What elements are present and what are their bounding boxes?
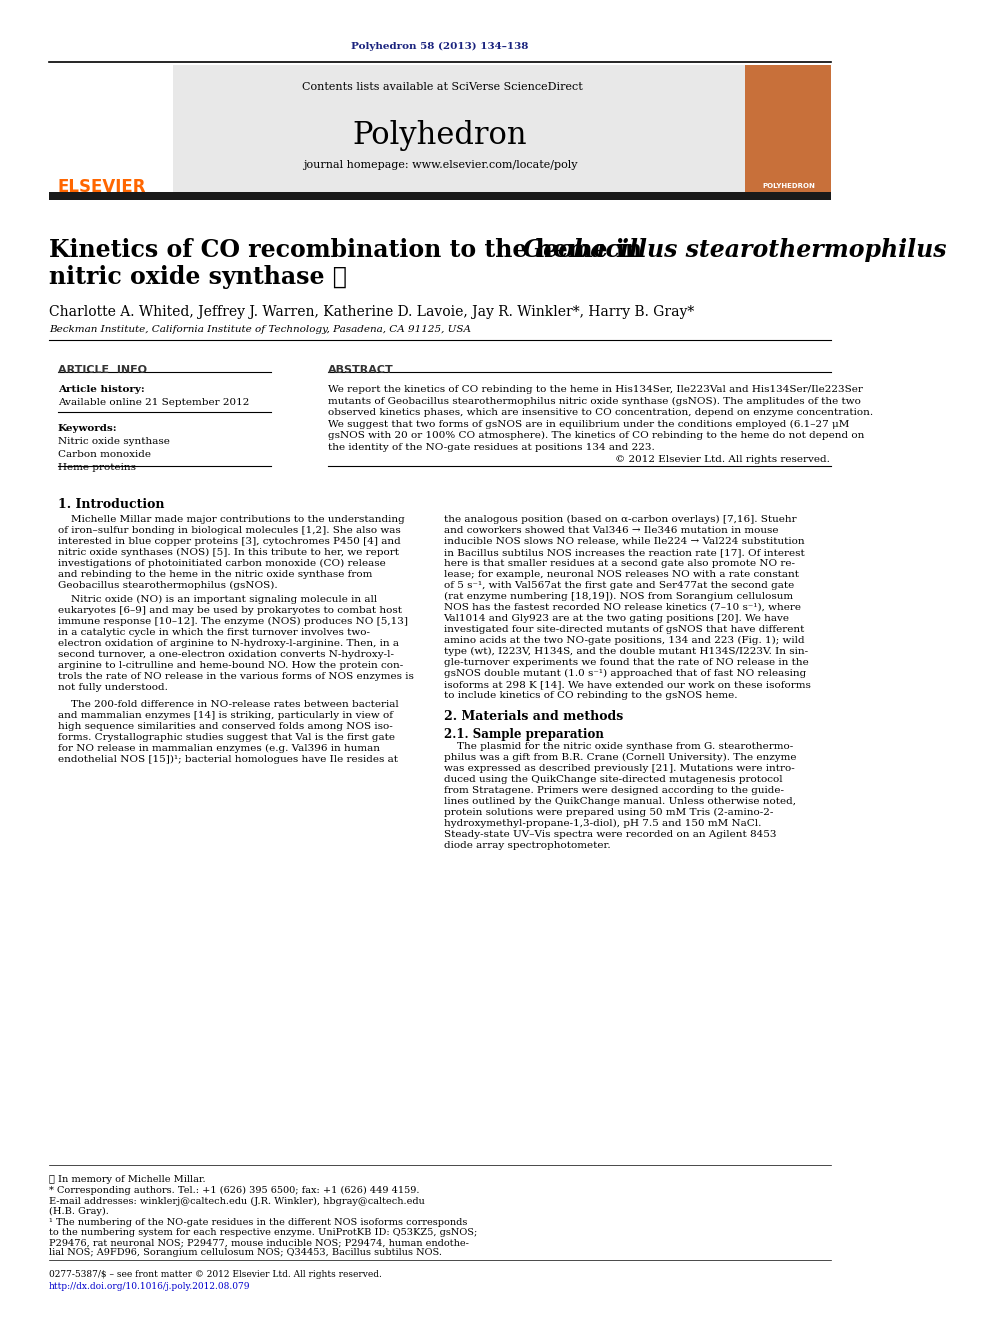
Text: gle-turnover experiments we found that the rate of NO release in the: gle-turnover experiments we found that t… xyxy=(443,658,808,667)
Text: lial NOS; A9FD96, Sorangium cellulosum NOS; Q34453, Bacillus subtilus NOS.: lial NOS; A9FD96, Sorangium cellulosum N… xyxy=(49,1248,441,1257)
Text: Contents lists available at SciVerse ScienceDirect: Contents lists available at SciVerse Sci… xyxy=(302,82,582,93)
Text: hydroxymethyl-propane-1,3-diol), pH 7.5 and 150 mM NaCl.: hydroxymethyl-propane-1,3-diol), pH 7.5 … xyxy=(443,819,761,828)
Text: Nitric oxide synthase: Nitric oxide synthase xyxy=(58,437,170,446)
Text: NOS has the fastest recorded NO release kinetics (7–10 s⁻¹), where: NOS has the fastest recorded NO release … xyxy=(443,603,801,613)
Text: interested in blue copper proteins [3], cytochromes P450 [4] and: interested in blue copper proteins [3], … xyxy=(58,537,401,546)
Text: ARTICLE  INFO: ARTICLE INFO xyxy=(58,365,147,374)
Text: Steady-state UV–Vis spectra were recorded on an Agilent 8453: Steady-state UV–Vis spectra were recorde… xyxy=(443,830,776,839)
Text: Geobacillus stearothermophilus (gsNOS).: Geobacillus stearothermophilus (gsNOS). xyxy=(58,581,278,590)
Text: lease; for example, neuronal NOS releases NO with a rate constant: lease; for example, neuronal NOS release… xyxy=(443,570,799,579)
Text: second turnover, a one-electron oxidation converts N-hydroxy-l-: second turnover, a one-electron oxidatio… xyxy=(58,650,394,659)
Text: investigations of photoinitiated carbon monoxide (CO) release: investigations of photoinitiated carbon … xyxy=(58,560,386,568)
FancyBboxPatch shape xyxy=(745,65,831,194)
Text: © 2012 Elsevier Ltd. All rights reserved.: © 2012 Elsevier Ltd. All rights reserved… xyxy=(615,455,829,464)
Text: Kinetics of CO recombination to the heme in: Kinetics of CO recombination to the heme… xyxy=(49,238,650,262)
Text: endothelial NOS [15])¹; bacterial homologues have Ile resides at: endothelial NOS [15])¹; bacterial homolo… xyxy=(58,755,398,765)
FancyBboxPatch shape xyxy=(49,192,831,200)
FancyBboxPatch shape xyxy=(49,65,173,194)
Text: type (wt), I223V, H134S, and the double mutant H134S/I223V. In sin-: type (wt), I223V, H134S, and the double … xyxy=(443,647,807,656)
Text: not fully understood.: not fully understood. xyxy=(58,683,168,692)
Text: http://dx.doi.org/10.1016/j.poly.2012.08.079: http://dx.doi.org/10.1016/j.poly.2012.08… xyxy=(49,1282,250,1291)
Text: Heme proteins: Heme proteins xyxy=(58,463,136,472)
Text: protein solutions were prepared using 50 mM Tris (2-amino-2-: protein solutions were prepared using 50… xyxy=(443,808,773,818)
Text: for NO release in mammalian enzymes (e.g. Val396 in human: for NO release in mammalian enzymes (e.g… xyxy=(58,744,380,753)
Text: 1. Introduction: 1. Introduction xyxy=(58,497,164,511)
Text: nitric oxide synthase ★: nitric oxide synthase ★ xyxy=(49,265,346,288)
Text: gsNOS double mutant (1.0 s⁻¹) approached that of fast NO releasing: gsNOS double mutant (1.0 s⁻¹) approached… xyxy=(443,669,806,679)
Text: Charlotte A. Whited, Jeffrey J. Warren, Katherine D. Lavoie, Jay R. Winkler*, Ha: Charlotte A. Whited, Jeffrey J. Warren, … xyxy=(49,306,694,319)
Text: ABSTRACT: ABSTRACT xyxy=(328,365,394,374)
Text: in Bacillus subtilus NOS increases the reaction rate [17]. Of interest: in Bacillus subtilus NOS increases the r… xyxy=(443,548,805,557)
Text: Geobacillus stearothermophilus: Geobacillus stearothermophilus xyxy=(524,238,947,262)
Text: Beckman Institute, California Institute of Technology, Pasadena, CA 91125, USA: Beckman Institute, California Institute … xyxy=(49,325,471,333)
Text: eukaryotes [6–9] and may be used by prokaryotes to combat host: eukaryotes [6–9] and may be used by prok… xyxy=(58,606,402,615)
Text: here is that smaller residues at a second gate also promote NO re-: here is that smaller residues at a secon… xyxy=(443,560,795,568)
Text: The 200-fold difference in NO-release rates between bacterial: The 200-fold difference in NO-release ra… xyxy=(58,700,399,709)
Text: ★ In memory of Michelle Millar.: ★ In memory of Michelle Millar. xyxy=(49,1175,205,1184)
Text: ¹ The numbering of the NO-gate residues in the different NOS isoforms correspond: ¹ The numbering of the NO-gate residues … xyxy=(49,1218,467,1226)
Text: Polyhedron: Polyhedron xyxy=(353,120,528,151)
Text: Carbon monoxide: Carbon monoxide xyxy=(58,450,151,459)
Text: amino acids at the two NO-gate positions, 134 and 223 (Fig. 1); wild: amino acids at the two NO-gate positions… xyxy=(443,636,805,646)
Text: Available online 21 September 2012: Available online 21 September 2012 xyxy=(58,398,249,407)
Text: (H.B. Gray).: (H.B. Gray). xyxy=(49,1207,109,1216)
Text: philus was a gift from B.R. Crane (Cornell University). The enzyme: philus was a gift from B.R. Crane (Corne… xyxy=(443,753,796,762)
Text: journal homepage: www.elsevier.com/locate/poly: journal homepage: www.elsevier.com/locat… xyxy=(303,160,577,169)
Text: forms. Crystallographic studies suggest that Val is the first gate: forms. Crystallographic studies suggest … xyxy=(58,733,395,742)
Text: of iron–sulfur bonding in biological molecules [1,2]. She also was: of iron–sulfur bonding in biological mol… xyxy=(58,527,401,534)
Text: and rebinding to the heme in the nitric oxide synthase from: and rebinding to the heme in the nitric … xyxy=(58,570,372,579)
Text: inducible NOS slows NO release, while Ile224 → Val224 substitution: inducible NOS slows NO release, while Il… xyxy=(443,537,805,546)
Text: mutants of Geobacillus stearothermophilus nitric oxide synthase (gsNOS). The amp: mutants of Geobacillus stearothermophilu… xyxy=(328,397,861,406)
Text: and coworkers showed that Val346 → Ile346 mutation in mouse: and coworkers showed that Val346 → Ile34… xyxy=(443,527,778,534)
Text: The plasmid for the nitric oxide synthase from G. stearothermo-: The plasmid for the nitric oxide synthas… xyxy=(443,742,793,751)
Text: P29476, rat neuronal NOS; P29477, mouse inducible NOS; P29474, human endothe-: P29476, rat neuronal NOS; P29477, mouse … xyxy=(49,1238,468,1248)
Text: We report the kinetics of CO rebinding to the heme in His134Ser, Ile223Val and H: We report the kinetics of CO rebinding t… xyxy=(328,385,863,394)
Text: ELSEVIER: ELSEVIER xyxy=(58,179,146,196)
Text: 2.1. Sample preparation: 2.1. Sample preparation xyxy=(443,728,603,741)
Text: Val1014 and Gly923 are at the two gating positions [20]. We have: Val1014 and Gly923 are at the two gating… xyxy=(443,614,790,623)
Text: duced using the QuikChange site-directed mutagenesis protocol: duced using the QuikChange site-directed… xyxy=(443,775,783,785)
Text: Michelle Millar made major contributions to the understanding: Michelle Millar made major contributions… xyxy=(58,515,405,524)
Text: in a catalytic cycle in which the first turnover involves two-: in a catalytic cycle in which the first … xyxy=(58,628,370,636)
Text: We suggest that two forms of gsNOS are in equilibrium under the conditions emplo: We suggest that two forms of gsNOS are i… xyxy=(328,419,849,429)
Text: arginine to l-citrulline and heme-bound NO. How the protein con-: arginine to l-citrulline and heme-bound … xyxy=(58,662,403,669)
Text: to the numbering system for each respective enzyme. UniProtKB ID: Q53KZ5, gsNOS;: to the numbering system for each respect… xyxy=(49,1228,477,1237)
Text: trols the rate of NO release in the various forms of NOS enzymes is: trols the rate of NO release in the vari… xyxy=(58,672,414,681)
Text: and mammalian enzymes [14] is striking, particularly in view of: and mammalian enzymes [14] is striking, … xyxy=(58,710,393,720)
Text: isoforms at 298 K [14]. We have extended our work on these isoforms: isoforms at 298 K [14]. We have extended… xyxy=(443,680,810,689)
Text: * Corresponding authors. Tel.: +1 (626) 395 6500; fax: +1 (626) 449 4159.: * Corresponding authors. Tel.: +1 (626) … xyxy=(49,1185,420,1195)
Text: the analogous position (based on α-carbon overlays) [7,16]. Stuehr: the analogous position (based on α-carbo… xyxy=(443,515,797,524)
Text: the identity of the NO-gate residues at positions 134 and 223.: the identity of the NO-gate residues at … xyxy=(328,442,655,451)
FancyBboxPatch shape xyxy=(49,65,831,194)
Text: (rat enzyme numbering [18,19]). NOS from Sorangium cellulosum: (rat enzyme numbering [18,19]). NOS from… xyxy=(443,591,793,601)
Text: to include kinetics of CO rebinding to the gsNOS heme.: to include kinetics of CO rebinding to t… xyxy=(443,691,737,700)
Text: investigated four site-directed mutants of gsNOS that have different: investigated four site-directed mutants … xyxy=(443,624,804,634)
Text: observed kinetics phases, which are insensitive to CO concentration, depend on e: observed kinetics phases, which are inse… xyxy=(328,407,873,417)
Text: immune response [10–12]. The enzyme (NOS) produces NO [5,13]: immune response [10–12]. The enzyme (NOS… xyxy=(58,617,408,626)
Text: diode array spectrophotometer.: diode array spectrophotometer. xyxy=(443,841,610,849)
Text: 0277-5387/$ – see front matter © 2012 Elsevier Ltd. All rights reserved.: 0277-5387/$ – see front matter © 2012 El… xyxy=(49,1270,382,1279)
Text: Polyhedron 58 (2013) 134–138: Polyhedron 58 (2013) 134–138 xyxy=(351,42,529,52)
Text: high sequence similarities and conserved folds among NOS iso-: high sequence similarities and conserved… xyxy=(58,722,393,732)
Text: nitric oxide synthases (NOS) [5]. In this tribute to her, we report: nitric oxide synthases (NOS) [5]. In thi… xyxy=(58,548,399,557)
Text: POLYHEDRON: POLYHEDRON xyxy=(762,183,815,189)
Text: lines outlined by the QuikChange manual. Unless otherwise noted,: lines outlined by the QuikChange manual.… xyxy=(443,796,796,806)
Text: E-mail addresses: winklerj@caltech.edu (J.R. Winkler), hbgray@caltech.edu: E-mail addresses: winklerj@caltech.edu (… xyxy=(49,1197,425,1207)
Text: Nitric oxide (NO) is an important signaling molecule in all: Nitric oxide (NO) is an important signal… xyxy=(58,595,377,605)
Text: was expressed as described previously [21]. Mutations were intro-: was expressed as described previously [2… xyxy=(443,763,795,773)
Text: from Stratagene. Primers were designed according to the guide-: from Stratagene. Primers were designed a… xyxy=(443,786,784,795)
Text: Article history:: Article history: xyxy=(58,385,145,394)
Text: electron oxidation of arginine to N-hydroxy-l-arginine. Then, in a: electron oxidation of arginine to N-hydr… xyxy=(58,639,399,648)
Text: 2. Materials and methods: 2. Materials and methods xyxy=(443,710,623,722)
Text: Keywords:: Keywords: xyxy=(58,423,117,433)
Text: gsNOS with 20 or 100% CO atmosphere). The kinetics of CO rebinding to the heme d: gsNOS with 20 or 100% CO atmosphere). Th… xyxy=(328,431,865,441)
Text: of 5 s⁻¹, with Val567at the first gate and Ser477at the second gate: of 5 s⁻¹, with Val567at the first gate a… xyxy=(443,581,794,590)
